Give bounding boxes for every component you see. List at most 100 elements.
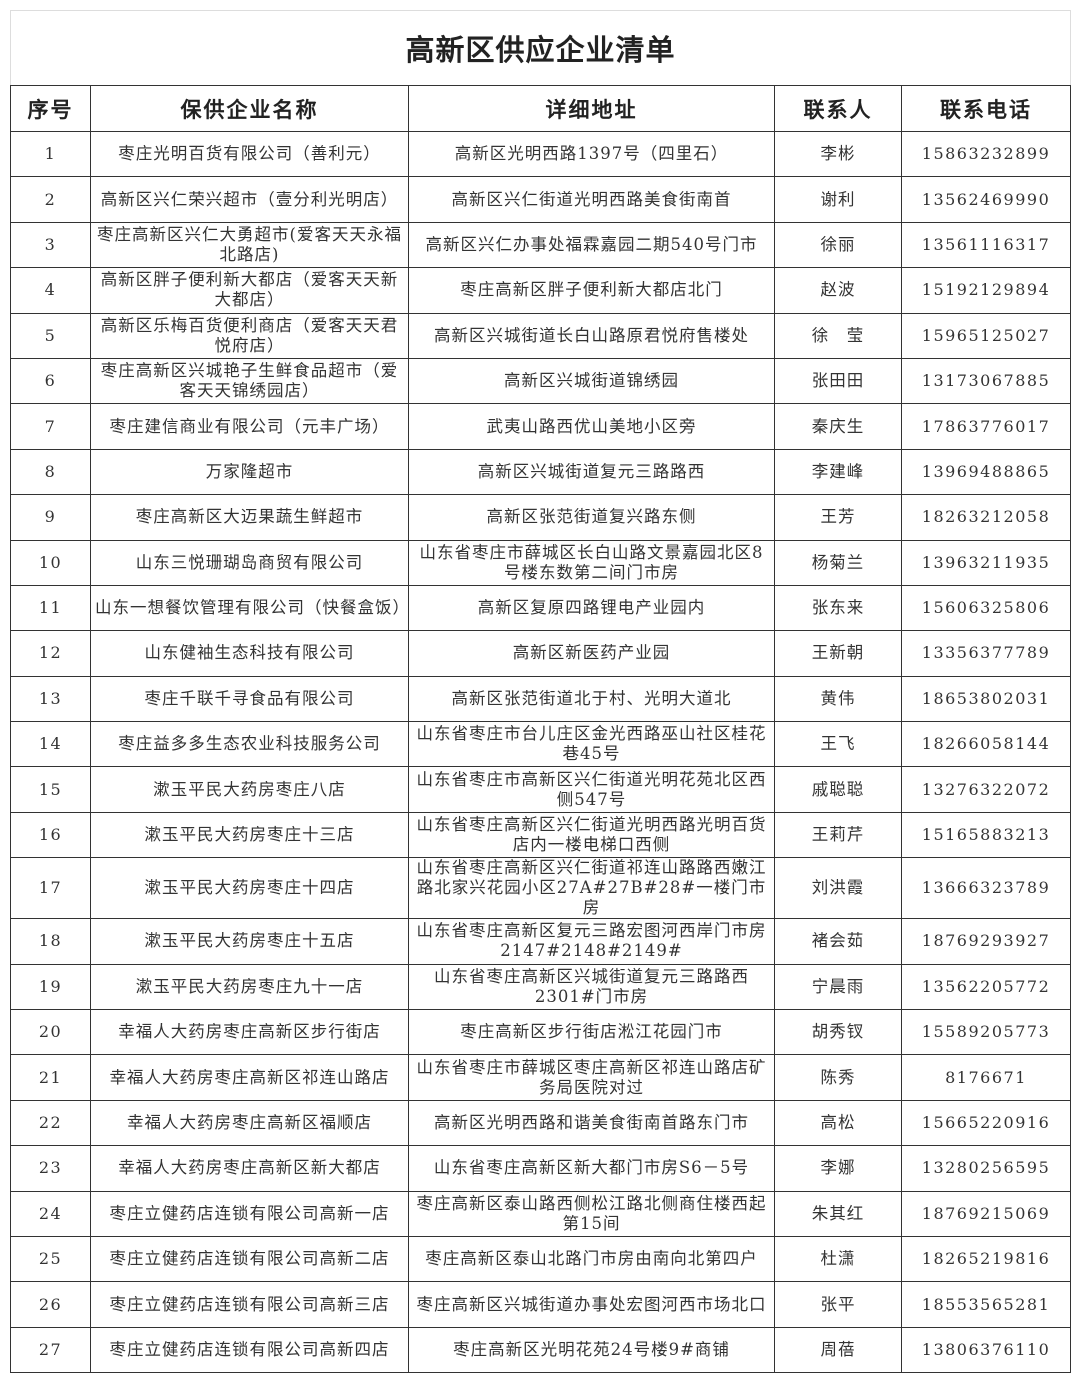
phone-number: 15665220916 — [900, 1099, 1072, 1147]
contact-person: 徐丽 — [774, 221, 902, 269]
table-row: 10 山东三悦珊瑚岛商贸有限公司 山东省枣庄市薛城区长白山路文景嘉园北区8号楼东数第… — [10, 539, 1072, 586]
company-name: 枣庄立健药店连锁有限公司高新一店 — [90, 1190, 409, 1237]
address: 高新区兴城街道复元三路路西 — [408, 448, 775, 496]
phone-number: 15589205773 — [900, 1009, 1072, 1056]
address: 山东省枣庄高新区兴仁街道光明西路光明百货店内一楼电梯口西侧 — [408, 811, 775, 859]
table-row: 14 枣庄益多多生态农业科技服务公司 山东省枣庄市台儿庄区金光西路巫山社区桂花巷45… — [10, 721, 1072, 768]
address: 高新区光明西路1397号（四里石） — [408, 130, 775, 178]
address: 山东省枣庄高新区兴城街道复元三路路西2301#门市房 — [408, 963, 775, 1011]
company-name: 枣庄建信商业有限公司（元丰广场） — [90, 403, 409, 450]
contact-person: 李彬 — [774, 130, 902, 178]
row-number: 10 — [10, 539, 91, 586]
row-number: 3 — [10, 221, 91, 269]
company-name: 幸福人大药房枣庄高新区步行街店 — [90, 1009, 409, 1056]
table-row: 5 高新区乐梅百货便利商店（爱客天天君悦府店） 高新区兴城街道长白山路原君悦府售楼处… — [10, 312, 1072, 359]
row-number: 27 — [10, 1326, 91, 1374]
contact-person: 杜潇 — [774, 1235, 902, 1283]
contact-person: 张田田 — [774, 357, 902, 405]
company-name: 高新区乐梅百货便利商店（爱客天天君悦府店） — [90, 312, 409, 359]
company-name: 枣庄益多多生态农业科技服务公司 — [90, 721, 409, 768]
phone-number: 8176671 — [900, 1054, 1072, 1101]
contact-person: 宁晨雨 — [774, 963, 902, 1011]
address: 山东省枣庄市高新区兴仁街道光明花苑北区西侧547号 — [408, 766, 775, 813]
row-number: 25 — [10, 1235, 91, 1283]
contact-person: 褚会茹 — [774, 918, 902, 965]
phone-number: 13276322072 — [900, 766, 1072, 813]
document-title: 高新区供应企业清单 — [9, 10, 1072, 86]
company-name: 枣庄高新区兴仁大勇超市(爱客天天永福北路店) — [90, 221, 409, 269]
table-row: 22 幸福人大药房枣庄高新区福顺店 高新区光明西路和谐美食街南首路东门市 高松 1566… — [10, 1099, 1072, 1147]
company-name: 高新区兴仁荣兴超市（壹分利光明店） — [90, 176, 409, 223]
row-number: 6 — [10, 357, 91, 405]
phone-number: 18265219816 — [900, 1235, 1072, 1283]
table-row: 4 高新区胖子便利新大都店（爱客天天新大都店） 枣庄高新区胖子便利新大都店北门 赵波 1… — [10, 267, 1072, 314]
row-number: 12 — [10, 630, 91, 677]
table-body: 1 枣庄光明百货有限公司（善利元） 高新区光明西路1397号（四里石） 李彬 15863… — [10, 130, 1072, 1374]
row-number: 21 — [10, 1054, 91, 1101]
address: 高新区张范街道复兴路东侧 — [408, 494, 775, 541]
address: 枣庄高新区泰山路西侧松江路北侧商住楼西起第15间 — [408, 1190, 775, 1237]
contact-person: 杨菊兰 — [774, 539, 902, 586]
title-row: 高新区供应企业清单 — [9, 10, 1072, 86]
table-row: 12 山东健袖生态科技有限公司 高新区新医药产业园 王新朝 13356377789 — [10, 630, 1072, 677]
address: 枣庄高新区光明花苑24号楼9#商铺 — [408, 1326, 775, 1374]
contact-person: 王芳 — [774, 494, 902, 541]
address: 高新区复原四路锂电产业园内 — [408, 584, 775, 632]
company-name: 山东三悦珊瑚岛商贸有限公司 — [90, 539, 409, 586]
table-row: 16 漱玉平民大药房枣庄十三店 山东省枣庄高新区兴仁街道光明西路光明百货店内一楼电梯… — [10, 811, 1072, 859]
table-row: 21 幸福人大药房枣庄高新区祁连山路店 山东省枣庄市薛城区枣庄高新区祁连山路店矿务局… — [10, 1054, 1072, 1101]
phone-number: 17863776017 — [900, 403, 1072, 450]
company-name: 幸福人大药房枣庄高新区新大都店 — [90, 1145, 409, 1192]
contact-person: 刘洪霞 — [774, 857, 902, 920]
row-number: 14 — [10, 721, 91, 768]
phone-number: 18553565281 — [900, 1281, 1072, 1328]
company-name: 枣庄立健药店连锁有限公司高新二店 — [90, 1235, 409, 1283]
table-row: 19 漱玉平民大药房枣庄九十一店 山东省枣庄高新区兴城街道复元三路路西2301#门市… — [10, 963, 1072, 1011]
header-company-name: 保供企业名称 — [90, 85, 409, 132]
row-number: 22 — [10, 1099, 91, 1147]
company-name: 幸福人大药房枣庄高新区福顺店 — [90, 1099, 409, 1147]
company-name: 枣庄光明百货有限公司（善利元） — [90, 130, 409, 178]
table-row: 11 山东一想餐饮管理有限公司（快餐盒饭） 高新区复原四路锂电产业园内 张东来 1560… — [10, 584, 1072, 632]
company-name: 漱玉平民大药房枣庄十四店 — [90, 857, 409, 920]
phone-number: 13280256595 — [900, 1145, 1072, 1192]
address: 山东省枣庄市台儿庄区金光西路巫山社区桂花巷45号 — [408, 721, 775, 768]
phone-number: 15192129894 — [900, 267, 1072, 314]
address: 山东省枣庄高新区兴仁街道祁连山路路西嫩江路北家兴花园小区27A#27B#28#一… — [408, 857, 775, 920]
row-number: 13 — [10, 675, 91, 723]
table-row: 27 枣庄立健药店连锁有限公司高新四店 枣庄高新区光明花苑24号楼9#商铺 周蓓 138… — [10, 1326, 1072, 1374]
header-address: 详细地址 — [408, 85, 775, 132]
address: 枣庄高新区步行街店淞江花园门市 — [408, 1009, 775, 1056]
address: 高新区新医药产业园 — [408, 630, 775, 677]
address: 山东省枣庄高新区新大都门市房S6－5号 — [408, 1145, 775, 1192]
phone-number: 13562205772 — [900, 963, 1072, 1011]
address: 枣庄高新区兴城街道办事处宏图河西市场北口 — [408, 1281, 775, 1328]
supplier-table: 高新区供应企业清单 序号 保供企业名称 详细地址 联系人 联系电话 1 枣庄光明百… — [9, 10, 1072, 1374]
company-name: 漱玉平民大药房枣庄九十一店 — [90, 963, 409, 1011]
contact-person: 周蓓 — [774, 1326, 902, 1374]
address: 山东省枣庄市薛城区长白山路文景嘉园北区8号楼东数第二间门市房 — [408, 539, 775, 586]
company-name: 枣庄千联千寻食品有限公司 — [90, 675, 409, 723]
contact-person: 胡秀钗 — [774, 1009, 902, 1056]
company-name: 山东健袖生态科技有限公司 — [90, 630, 409, 677]
contact-person: 陈秀 — [774, 1054, 902, 1101]
table-row: 13 枣庄千联千寻食品有限公司 高新区张范街道北于村、光明大道北 黄伟 18653802… — [10, 675, 1072, 723]
table-row: 25 枣庄立健药店连锁有限公司高新二店 枣庄高新区泰山北路门市房由南向北第四户 杜潇 1… — [10, 1235, 1072, 1283]
table-row: 26 枣庄立健药店连锁有限公司高新三店 枣庄高新区兴城街道办事处宏图河西市场北口 张平… — [10, 1281, 1072, 1328]
table-row: 6 枣庄高新区兴城艳子生鲜食品超市（爱客天天锦绣园店） 高新区兴城街道锦绣园 张田田 1… — [10, 357, 1072, 405]
header-phone: 联系电话 — [900, 85, 1072, 132]
header-row: 序号 保供企业名称 详细地址 联系人 联系电话 — [10, 85, 1072, 132]
company-name: 万家隆超市 — [90, 448, 409, 496]
table-row: 20 幸福人大药房枣庄高新区步行街店 枣庄高新区步行街店淞江花园门市 胡秀钗 15589… — [10, 1009, 1072, 1056]
header-no: 序号 — [10, 85, 91, 132]
company-name: 漱玉平民大药房枣庄十三店 — [90, 811, 409, 859]
row-number: 18 — [10, 918, 91, 965]
contact-person: 张东来 — [774, 584, 902, 632]
address: 高新区兴仁街道光明西路美食街南首 — [408, 176, 775, 223]
row-number: 1 — [10, 130, 91, 178]
table-row: 23 幸福人大药房枣庄高新区新大都店 山东省枣庄高新区新大都门市房S6－5号 李娜 13… — [10, 1145, 1072, 1192]
address: 武夷山路西优山美地小区旁 — [408, 403, 775, 450]
contact-person: 秦庆生 — [774, 403, 902, 450]
company-name: 枣庄高新区兴城艳子生鲜食品超市（爱客天天锦绣园店） — [90, 357, 409, 405]
address: 枣庄高新区泰山北路门市房由南向北第四户 — [408, 1235, 775, 1283]
